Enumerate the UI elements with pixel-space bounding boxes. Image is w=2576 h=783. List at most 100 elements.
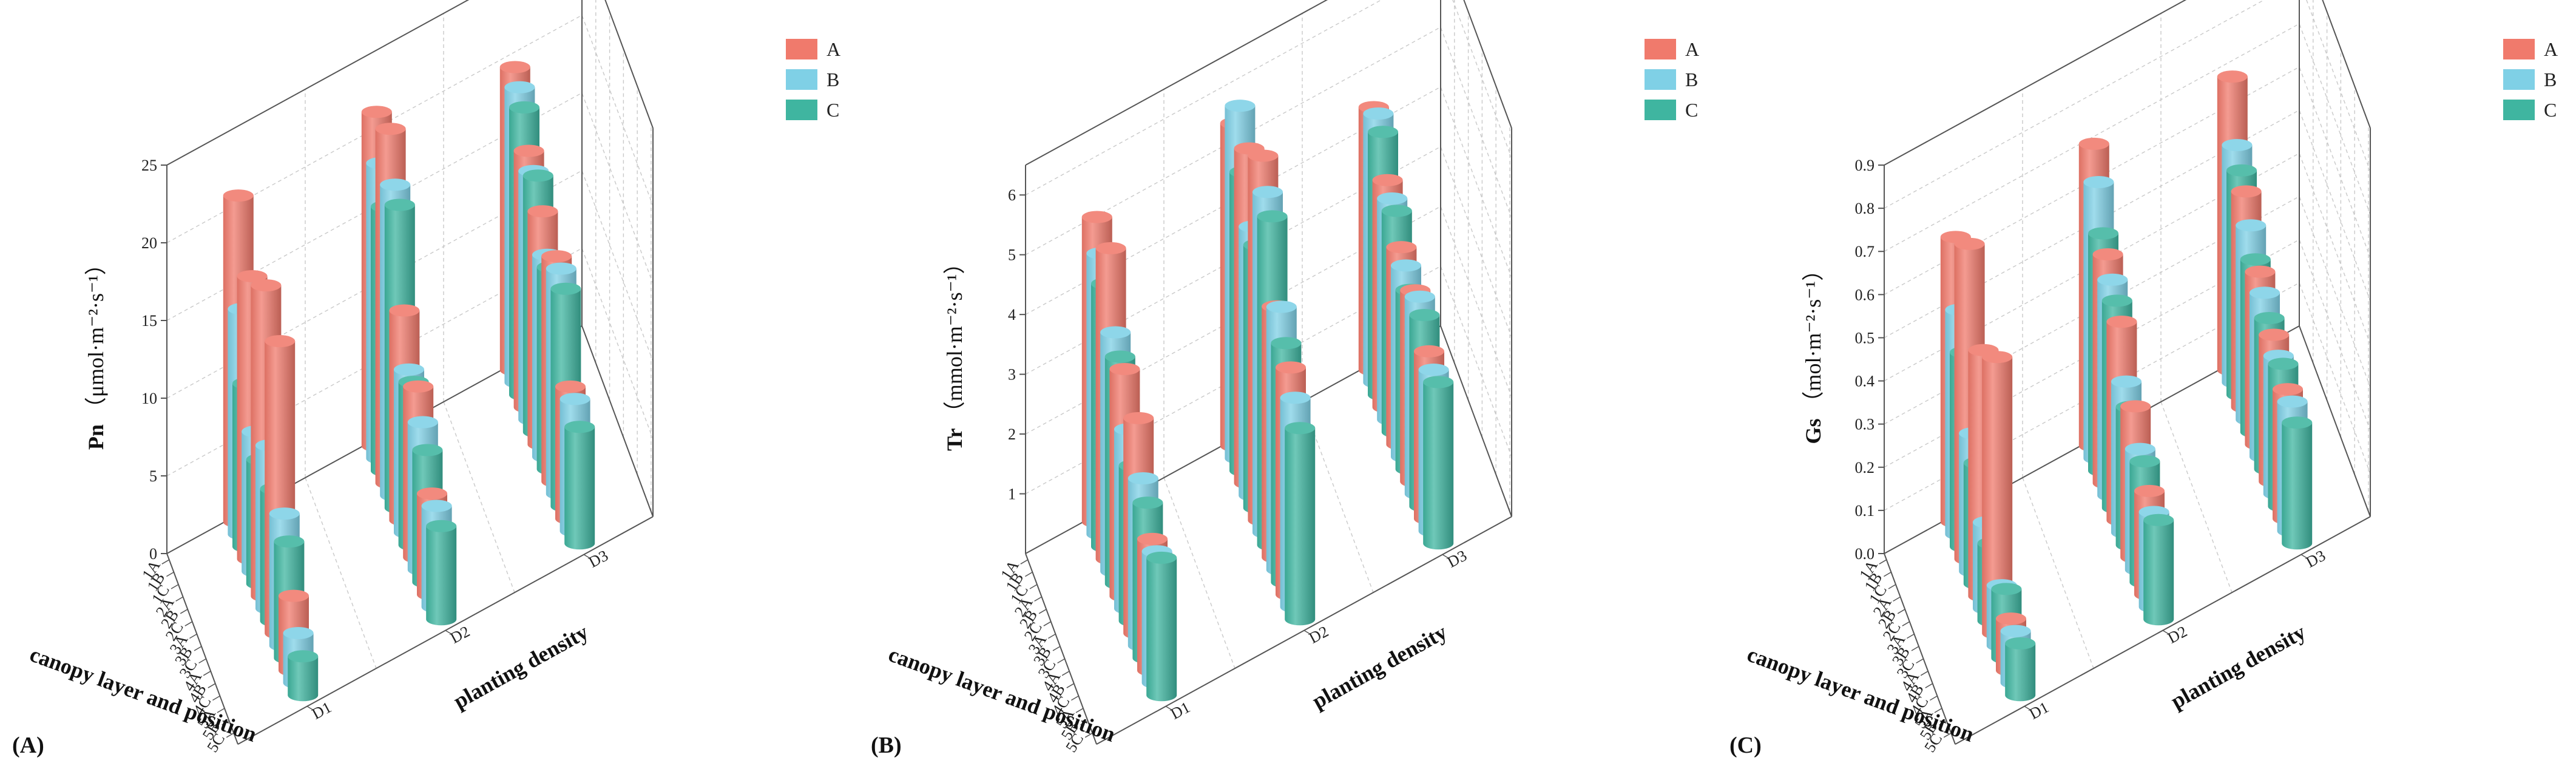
x-axis-title: canopy layer and position (27, 642, 260, 746)
x-tick-mark (1916, 658, 1924, 664)
y-tick-mark (306, 706, 314, 711)
y-axis-title: planting density (1308, 620, 1450, 714)
y-tick-mark (2024, 706, 2031, 711)
x-tick-mark (1034, 596, 1042, 602)
x-tick-mark (212, 695, 220, 701)
y-tick-mark (2300, 554, 2308, 559)
x-tick-mark (1907, 633, 1915, 639)
bar (564, 421, 595, 550)
bar (1982, 351, 2013, 640)
gridline-z (1025, 206, 1512, 435)
axis-edge (1884, 553, 1956, 745)
bar (1423, 376, 1454, 550)
x-tick-mark (1897, 609, 1905, 614)
z-tick-label: 20 (141, 234, 157, 252)
x-tick-mark (1038, 609, 1047, 614)
bar (288, 650, 319, 702)
y-tick-mark (583, 554, 590, 559)
x-tick-mark (217, 708, 225, 713)
chart-svg: 1 2 3 4 5 6 Tr （mmol·m⁻²·s⁻¹） 1A1B1C2A2B2C3A3B3… (871, 0, 1699, 758)
gridline-z (166, 247, 654, 476)
x-tick-mark (1066, 683, 1075, 688)
gridline-z (1025, 146, 1512, 375)
x-tick-mark (1934, 708, 1942, 713)
axis-edge (2299, 325, 2371, 517)
x-axis-title: canopy layer and position (885, 642, 1118, 746)
z-tick-label: 0.6 (1855, 286, 1875, 303)
axis-edge (1440, 325, 1512, 517)
x-tick-mark (1080, 720, 1088, 726)
gridline-z (1884, 109, 2371, 339)
gridline-z (1025, 265, 1512, 495)
legend-swatch (1645, 100, 1676, 120)
bar (1146, 551, 1177, 702)
legend: ABC (2503, 38, 2558, 121)
legend-label: C (2544, 99, 2557, 121)
legend-swatch (2503, 100, 2535, 120)
gridline-z (1884, 66, 2371, 295)
panel-label: (A) (12, 733, 44, 758)
x-tick-mark (161, 559, 170, 564)
y-tick-label: D1 (1168, 698, 1193, 723)
legend-swatch (786, 100, 817, 120)
axis-edge (1025, 0, 1328, 166)
gridline-z (1884, 23, 2371, 252)
z-tick-label: 3 (1008, 366, 1016, 384)
z-tick-label: 0.1 (1855, 502, 1875, 520)
axis-edge (604, 0, 654, 129)
z-tick-label: 0 (149, 545, 157, 563)
y-tick-label: D2 (1306, 622, 1331, 647)
gridline-z (166, 169, 654, 399)
z-tick-label: 15 (141, 312, 157, 330)
x-tick-mark (1071, 695, 1079, 701)
z-axis-title: Tr （mmol·m⁻²·s⁻¹） (942, 253, 967, 451)
x-tick-mark (1043, 621, 1052, 626)
z-tick-label: 5 (1008, 246, 1016, 264)
bars (1081, 100, 1454, 702)
gridline-z (1025, 86, 1512, 315)
gridline-z (166, 92, 654, 321)
gridline-z (1884, 0, 2371, 166)
panel-c: 0.0 0.1 0.2 0.3 0.4 0.5 0.6 0.7 0.8 0.9 Gs （mol·m⁻… (1717, 0, 2576, 783)
x-tick-mark (1048, 633, 1056, 639)
y-tick-label: D3 (1444, 546, 1470, 571)
z-tick-label: 0.7 (1855, 243, 1875, 260)
legend-label: A (2544, 38, 2558, 60)
gridline-z (1884, 239, 2371, 468)
chart-svg: 0.0 0.1 0.2 0.3 0.4 0.5 0.6 0.7 0.8 0.9 Gs （mol·m⁻… (1729, 0, 2558, 758)
bar (426, 520, 457, 626)
panel-b: 1 2 3 4 5 6 Tr （mmol·m⁻²·s⁻¹） 1A 1B 1C 2A 2B 2C 3A 3B 3… (859, 0, 1717, 783)
y-tick-mark (1442, 554, 1449, 559)
axis-edge (1025, 553, 1097, 745)
z-axis: 1 2 3 4 5 6 (1008, 186, 1026, 503)
panel-label: (C) (1729, 733, 1762, 758)
z-tick-label: 0.9 (1855, 157, 1875, 174)
z-tick-label: 0.8 (1855, 200, 1875, 217)
panel-label: (B) (871, 733, 902, 758)
y-tick-mark (1303, 630, 1311, 635)
y-tick-mark (445, 630, 452, 635)
legend-label: C (827, 99, 839, 121)
legend-label: A (1685, 38, 1699, 60)
legend-swatch (2503, 39, 2535, 59)
legend: ABC (786, 38, 840, 121)
x-tick-mark (1879, 559, 1887, 564)
z-tick-label: 1 (1008, 486, 1016, 503)
y-tick-label: D3 (2303, 546, 2328, 571)
gridline-z (1025, 0, 1512, 195)
bars (1940, 70, 2313, 702)
z-tick-label: 10 (141, 390, 157, 407)
legend-label: C (1685, 99, 1698, 121)
z-axis-title: Gs （mol·m⁻²·s⁻¹） (1801, 259, 1825, 444)
x-tick-mark (1939, 720, 1947, 726)
gridline-z (1025, 26, 1512, 256)
legend-label: B (827, 69, 839, 90)
x-tick-mark (1052, 646, 1061, 651)
z-tick-label: 25 (141, 157, 157, 174)
gridline-z (1884, 195, 2371, 425)
x-tick-mark (1925, 683, 1933, 688)
floor-gridline (305, 477, 377, 669)
bar (1285, 422, 1316, 626)
y-tick-label: D2 (447, 622, 473, 647)
